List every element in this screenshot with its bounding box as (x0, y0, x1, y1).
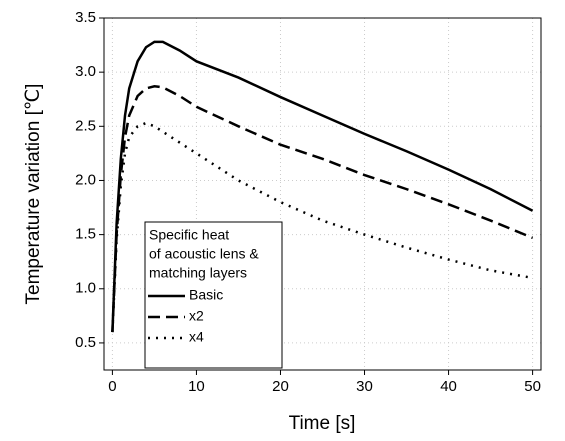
series-line (111, 84, 534, 333)
x-tick-label: 50 (524, 378, 541, 395)
x-tick-label: 0 (108, 378, 116, 395)
x-tick-label: 40 (440, 378, 457, 395)
x-tick-label: 20 (272, 378, 289, 395)
legend-label: x2 (189, 308, 204, 324)
y-tick-label: 2.0 (75, 171, 96, 188)
y-axis-label: Temperature variation [℃] (23, 84, 44, 305)
y-tick-label: 3.0 (75, 63, 96, 80)
y-tick-label: 1.0 (75, 280, 96, 297)
series-line (111, 40, 534, 333)
plot-frame (103, 17, 542, 371)
x-axis-label: Time [s] (289, 413, 356, 434)
legend-title: matching layers (149, 265, 247, 281)
y-tick-label: 2.5 (75, 117, 96, 134)
series-line (111, 121, 533, 333)
legend-label: Basic (189, 287, 223, 303)
x-tick-label: 10 (188, 378, 205, 395)
legend-title: of acoustic lens & (149, 246, 259, 262)
legend-label: x4 (189, 329, 204, 345)
y-tick-label: 3.5 (75, 9, 96, 26)
y-tick-label: 1.5 (75, 226, 96, 243)
x-tick-label: 30 (356, 378, 373, 395)
y-tick-label: 0.5 (75, 334, 96, 351)
legend-title: Specific heat (149, 227, 229, 243)
